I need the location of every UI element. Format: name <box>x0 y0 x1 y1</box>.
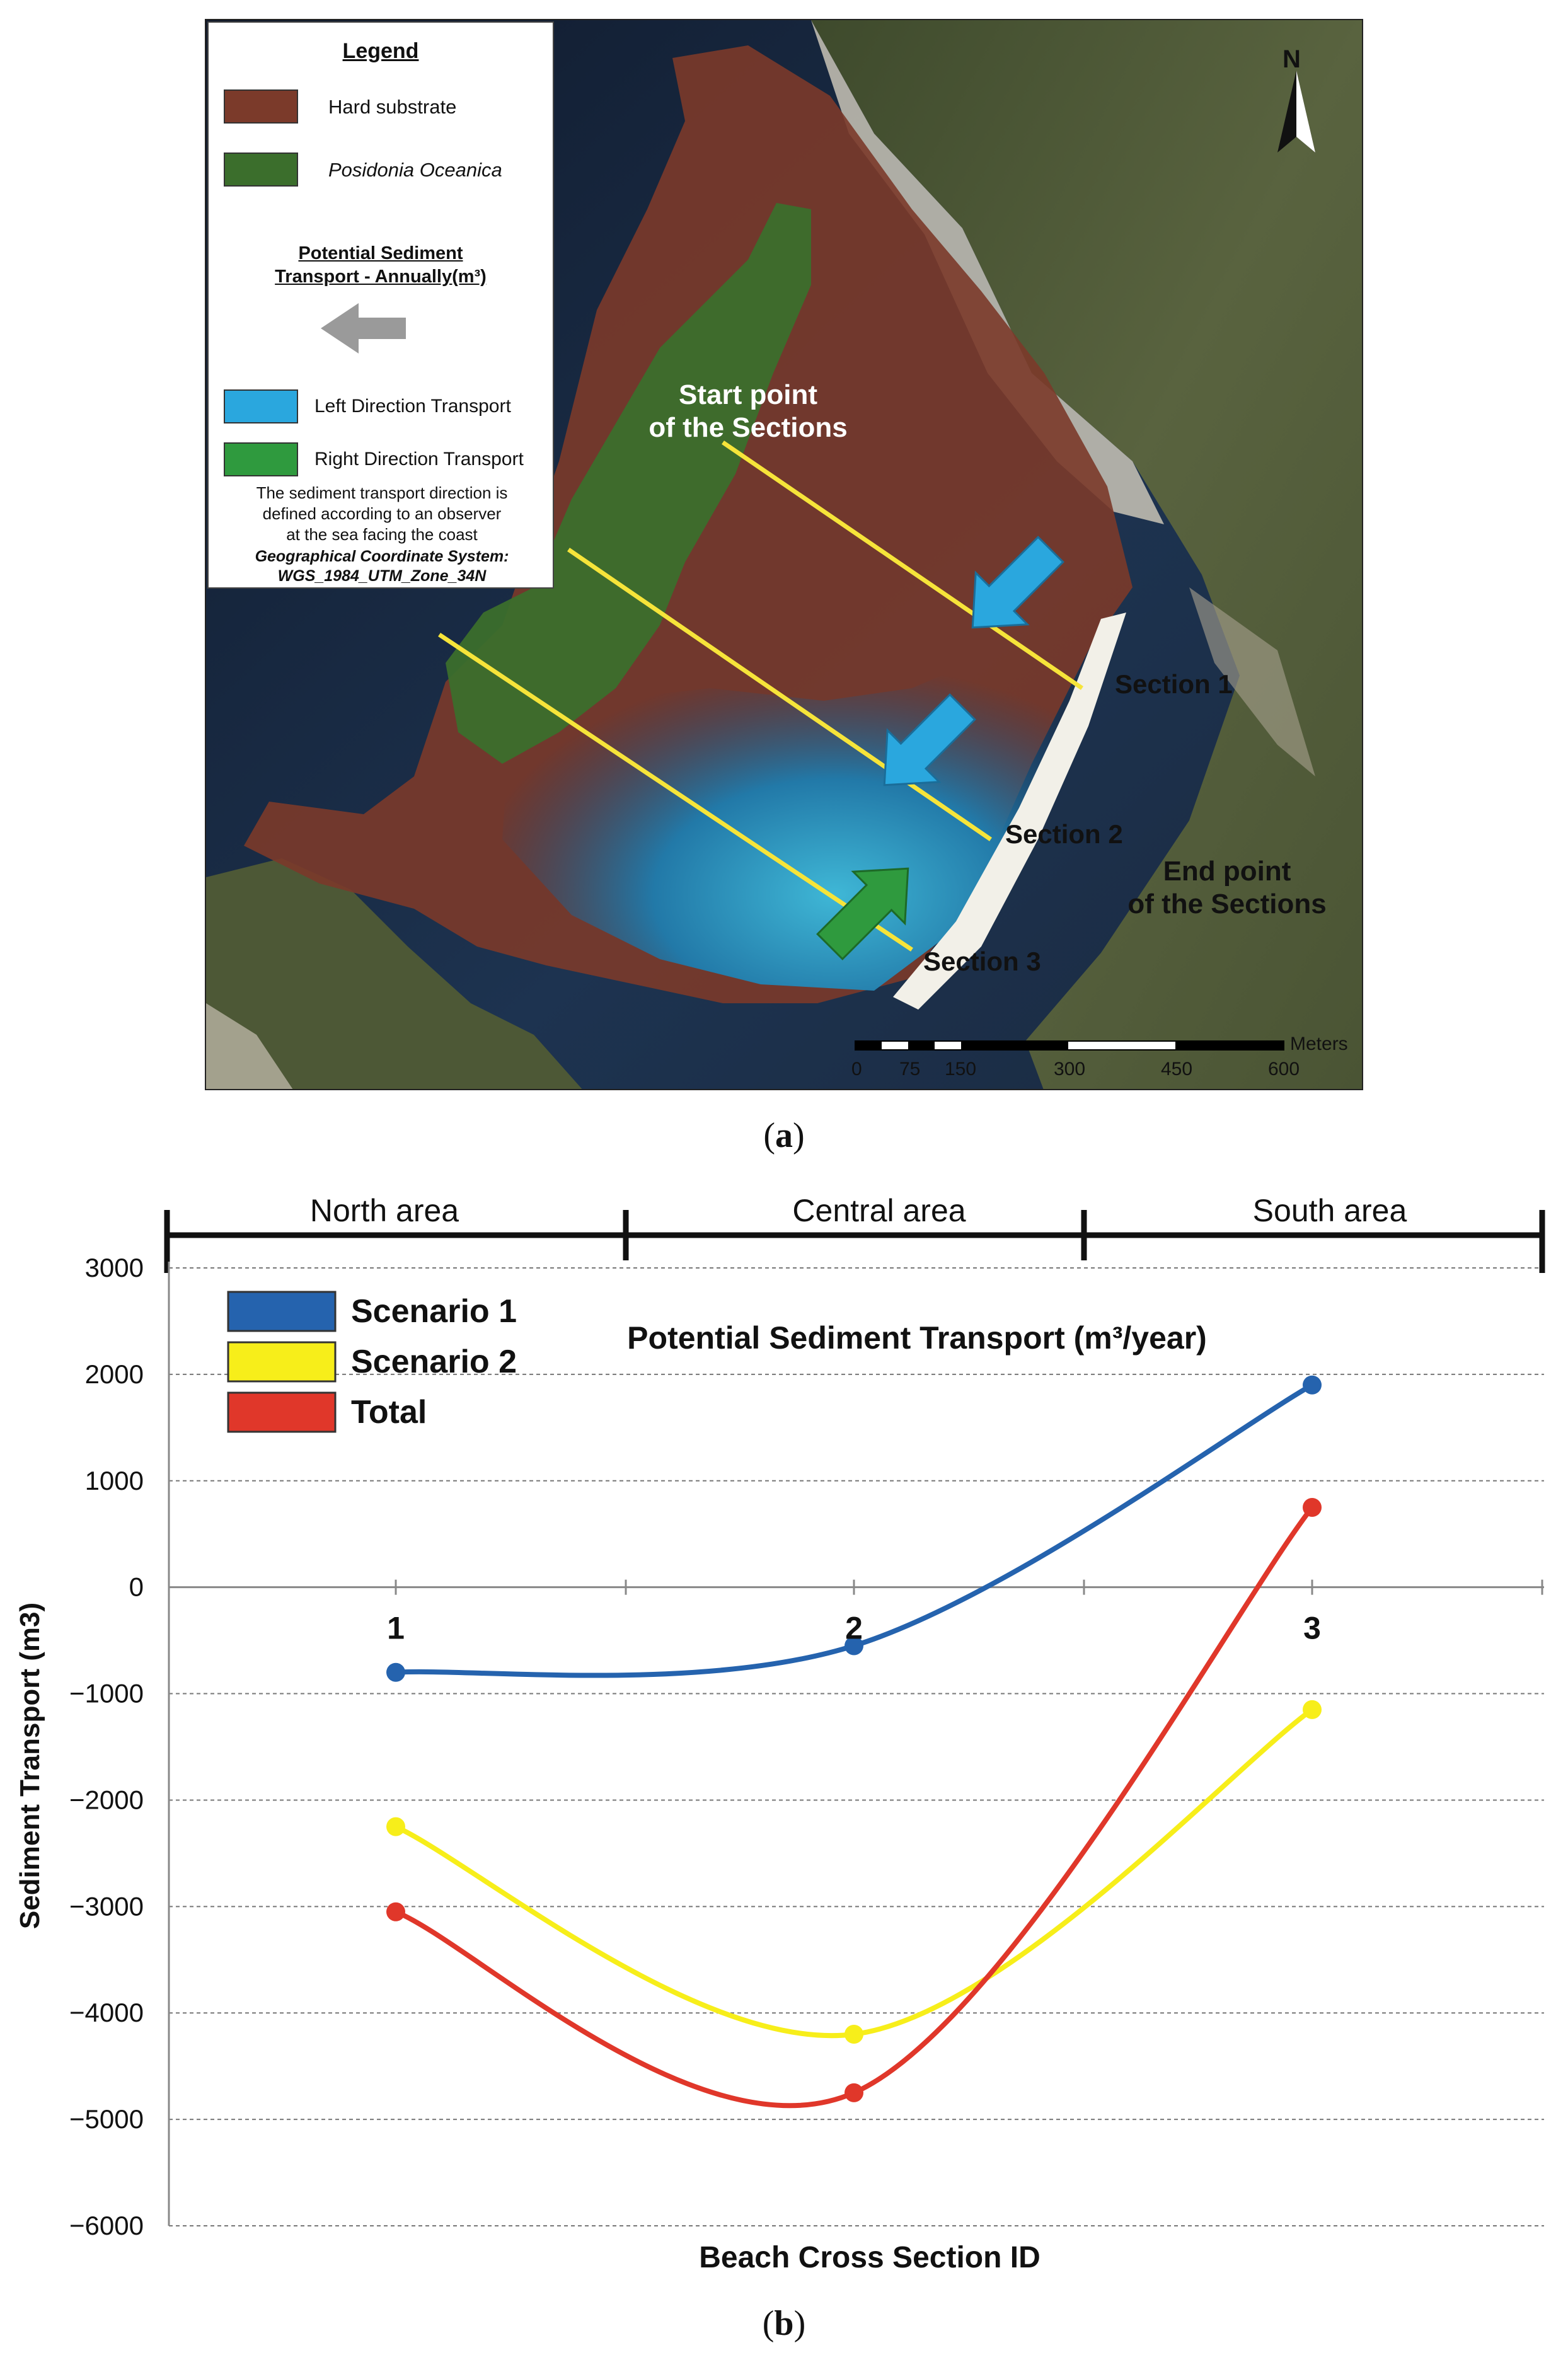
y-tick-label: 3000 <box>85 1253 144 1282</box>
data-point <box>1303 1700 1322 1719</box>
right-transport-label: Right Direction Transport <box>314 449 524 469</box>
y-tick-label: −6000 <box>69 2211 144 2240</box>
start-point-label-line1: Start point <box>679 379 817 410</box>
series-line-total <box>393 1505 1315 2109</box>
section-3-line <box>438 633 913 952</box>
x-category-label: 1 <box>387 1611 405 1646</box>
legend-label: Scenario 2 <box>351 1344 517 1380</box>
x-category-label: 2 <box>845 1611 863 1646</box>
note-line1: The sediment transport direction is <box>256 483 508 502</box>
coord-system-line2: WGS_1984_UTM_Zone_34N <box>277 567 487 585</box>
left-arrow-icon <box>321 303 406 354</box>
section-2-label: Section 2 <box>1005 819 1123 849</box>
north-arrow-icon <box>1277 71 1315 153</box>
scale-unit-label: Meters <box>1290 1034 1348 1054</box>
data-point <box>845 2083 863 2102</box>
data-point <box>386 1902 405 1921</box>
posidonia-swatch <box>224 153 298 187</box>
data-point <box>1303 1498 1322 1517</box>
data-point <box>386 1662 405 1682</box>
legend-label: Total <box>351 1394 427 1431</box>
x-category-label: 3 <box>1303 1611 1321 1646</box>
x-axis-title: Beach Cross Section ID <box>699 2241 1041 2269</box>
end-point-label-line2: of the Sections <box>1127 889 1327 919</box>
legend-label: Scenario 1 <box>351 1293 517 1330</box>
chart-title: Potential Sediment Transport (m³/year) <box>627 1320 1207 1356</box>
data-point <box>845 2025 863 2044</box>
right-transport-swatch <box>224 442 298 476</box>
data-point <box>1303 1375 1322 1395</box>
left-transport-arrow-2 <box>883 693 976 786</box>
section-3-label: Section 3 <box>923 947 1041 976</box>
left-transport-arrow-1 <box>971 536 1064 629</box>
transport-title-line2: Transport - Annually(m³) <box>275 267 487 287</box>
section-2-line <box>567 548 992 841</box>
map-imagery <box>206 20 1362 1089</box>
legend-swatch <box>227 1391 337 1433</box>
hard-substrate-swatch <box>224 89 298 124</box>
area-label: Central area <box>792 1193 966 1228</box>
satellite-map: Legend Hard substrate Posidonia Oceanica… <box>205 19 1363 1090</box>
scale-tick-450: 450 <box>1161 1059 1193 1080</box>
transport-title-line1: Potential Sediment <box>298 243 463 263</box>
north-label: N <box>1283 45 1301 73</box>
map-legend: Legend Hard substrate Posidonia Oceanica… <box>207 21 554 589</box>
data-point <box>845 1636 863 1655</box>
section-1-label: Section 1 <box>1115 669 1233 699</box>
coord-system-line1: Geographical Coordinate System: <box>255 548 509 565</box>
section-1-line <box>722 440 1083 690</box>
y-tick-label: 1000 <box>85 1466 144 1495</box>
legend-title: Legend <box>342 39 419 63</box>
scale-tick-0: 0 <box>851 1059 862 1080</box>
scale-bar <box>855 1040 1284 1051</box>
y-tick-label: −2000 <box>69 1785 144 1814</box>
y-tick-label: −1000 <box>69 1679 144 1708</box>
caption-a: (a) <box>763 1116 805 1155</box>
data-point <box>386 1817 405 1836</box>
sediment-transport-chart: North area Central area South area 3000 200… <box>14 1193 1545 2269</box>
area-label: North area <box>310 1193 459 1228</box>
end-point-label-line1: End point <box>1163 856 1291 887</box>
y-tick-label: −3000 <box>69 1891 144 1921</box>
scale-tick-600: 600 <box>1268 1059 1300 1080</box>
y-axis-title: Sediment Transport (m3) <box>14 1603 45 1929</box>
scale-tick-75: 75 <box>899 1059 921 1080</box>
note-line2: defined according to an observer <box>262 504 502 523</box>
posidonia-label: Posidonia Oceanica <box>328 159 502 181</box>
hard-substrate-label: Hard substrate <box>328 96 457 118</box>
series-line-scenario-2 <box>393 1707 1315 2038</box>
area-label: South area <box>1253 1193 1407 1228</box>
left-transport-label: Left Direction Transport <box>314 396 511 417</box>
note-line3: at the sea facing the coast <box>286 525 478 544</box>
y-tick-label: 2000 <box>85 1359 144 1389</box>
caption-b: (b) <box>762 2304 806 2343</box>
legend-swatch <box>227 1341 337 1383</box>
start-point-label-line2: of the Sections <box>649 412 848 443</box>
y-tick-label: −5000 <box>69 2104 144 2134</box>
y-tick-label: −4000 <box>69 1998 144 2027</box>
legend-swatch <box>227 1291 337 1332</box>
right-transport-arrow <box>816 867 909 960</box>
y-tick-label: 0 <box>129 1572 144 1602</box>
left-transport-swatch <box>224 389 298 423</box>
scale-tick-300: 300 <box>1054 1059 1086 1080</box>
scale-tick-150: 150 <box>945 1059 977 1080</box>
